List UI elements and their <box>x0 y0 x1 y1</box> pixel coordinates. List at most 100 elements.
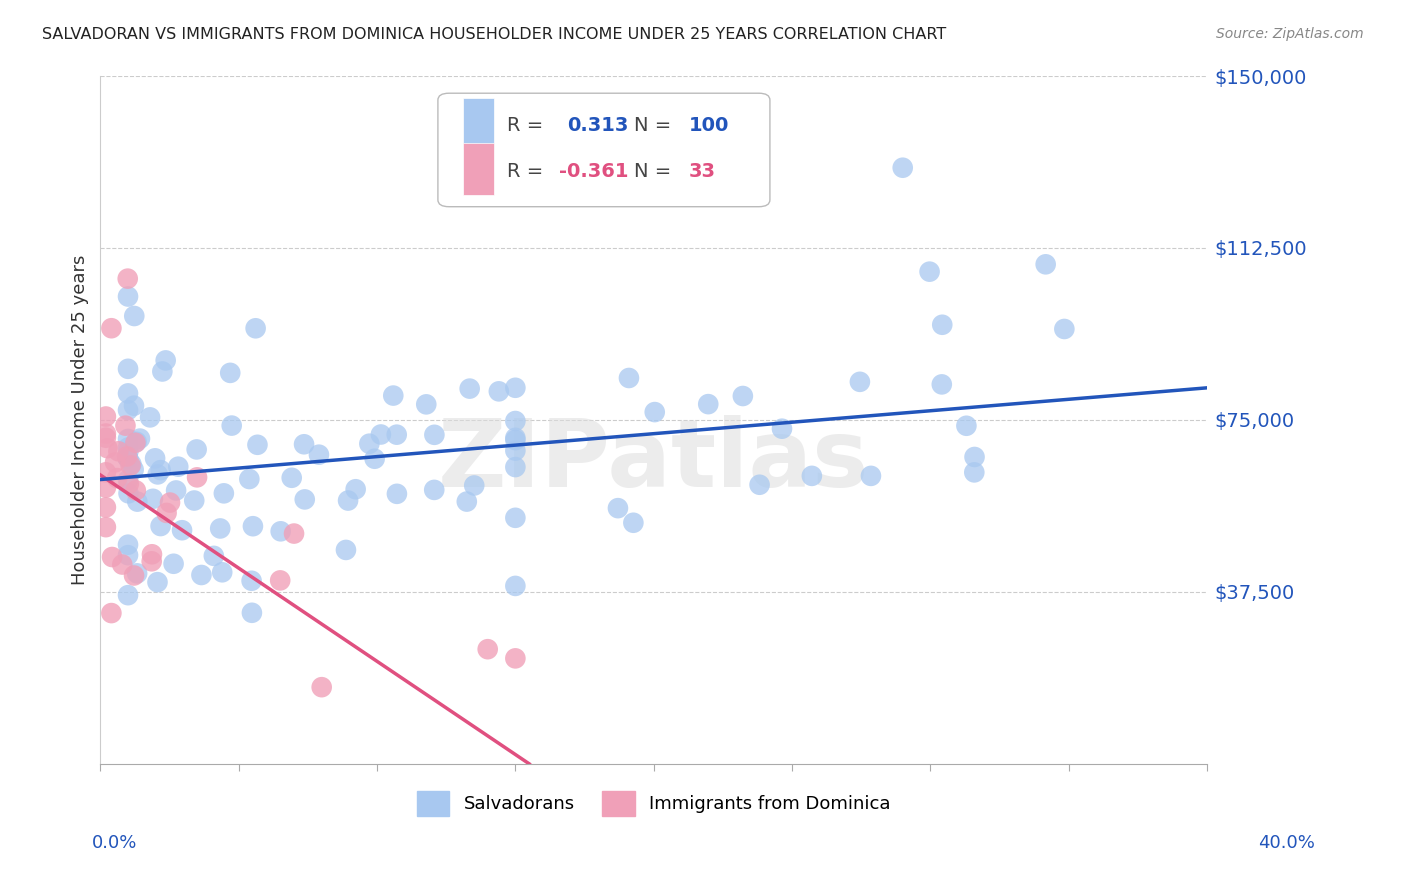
Point <box>129 432 152 446</box>
Point <box>150 364 173 378</box>
Point <box>209 521 232 535</box>
Point <box>117 361 139 376</box>
Point <box>117 403 139 417</box>
Point <box>221 418 243 433</box>
Point <box>382 388 405 402</box>
Text: 100: 100 <box>689 116 730 135</box>
Point <box>117 473 139 487</box>
Point <box>107 444 129 458</box>
Point <box>617 371 640 385</box>
Point <box>96 441 118 455</box>
Point <box>141 547 163 561</box>
Point <box>155 506 177 520</box>
Point <box>423 427 446 442</box>
Point <box>159 495 181 509</box>
Point <box>117 271 139 285</box>
Point <box>488 384 510 399</box>
Text: 0.0%: 0.0% <box>91 834 136 852</box>
Point <box>505 460 527 475</box>
Point <box>117 386 139 401</box>
Point <box>1053 322 1076 336</box>
Text: R =: R = <box>506 116 543 135</box>
Point <box>127 494 149 508</box>
Point <box>344 482 367 496</box>
Point <box>859 469 882 483</box>
Point <box>94 520 117 534</box>
Point <box>186 442 208 457</box>
Point <box>963 450 986 464</box>
Point <box>117 486 139 500</box>
Point <box>190 568 212 582</box>
Point <box>183 493 205 508</box>
Text: N =: N = <box>634 116 671 135</box>
Point <box>238 472 260 486</box>
Point <box>100 321 122 335</box>
Point <box>94 409 117 424</box>
Y-axis label: Householder Income Under 25 years: Householder Income Under 25 years <box>72 255 89 585</box>
Point <box>146 467 169 482</box>
Point <box>505 431 527 445</box>
Point <box>117 588 139 602</box>
Point <box>104 455 127 469</box>
Point <box>141 554 163 568</box>
Point <box>731 389 754 403</box>
Point <box>115 450 138 464</box>
Text: ZIPatlas: ZIPatlas <box>439 415 869 508</box>
FancyBboxPatch shape <box>464 97 495 149</box>
Text: 0.313: 0.313 <box>568 116 628 135</box>
Point <box>423 483 446 497</box>
Point <box>120 457 142 471</box>
Point <box>621 516 644 530</box>
Point <box>149 519 172 533</box>
Point <box>105 471 128 485</box>
Point <box>335 543 357 558</box>
FancyBboxPatch shape <box>464 144 495 195</box>
Point <box>644 405 666 419</box>
Point <box>122 568 145 582</box>
Text: N =: N = <box>634 161 671 180</box>
Point <box>186 470 208 484</box>
Text: 33: 33 <box>689 161 716 180</box>
Point <box>505 381 527 395</box>
Point <box>170 523 193 537</box>
Point <box>114 418 136 433</box>
Point <box>311 680 333 694</box>
Point <box>607 501 630 516</box>
Point <box>118 476 141 491</box>
Point <box>891 161 914 175</box>
Point <box>219 366 242 380</box>
Point <box>359 436 381 450</box>
Point <box>242 519 264 533</box>
Point <box>477 642 499 657</box>
Point <box>101 549 124 564</box>
Point <box>963 466 986 480</box>
Point <box>124 435 146 450</box>
Text: 40.0%: 40.0% <box>1258 834 1315 852</box>
Point <box>127 566 149 581</box>
Point <box>292 437 315 451</box>
Text: Source: ZipAtlas.com: Source: ZipAtlas.com <box>1216 27 1364 41</box>
Point <box>117 548 139 562</box>
Point <box>100 606 122 620</box>
Point <box>143 451 166 466</box>
Point <box>269 574 291 588</box>
Point <box>117 289 139 303</box>
Point <box>246 438 269 452</box>
Point <box>165 483 187 498</box>
Point <box>94 500 117 515</box>
Point <box>385 427 408 442</box>
Point <box>456 494 478 508</box>
Point <box>245 321 267 335</box>
Point <box>280 471 302 485</box>
Point <box>240 574 263 588</box>
Point <box>117 451 139 466</box>
Point <box>117 441 139 455</box>
Legend: Salvadorans, Immigrants from Dominica: Salvadorans, Immigrants from Dominica <box>409 783 898 823</box>
Point <box>370 427 392 442</box>
Point <box>697 397 720 411</box>
Point <box>505 579 527 593</box>
Point <box>270 524 292 539</box>
Point <box>146 575 169 590</box>
Point <box>155 353 177 368</box>
Point <box>125 434 148 449</box>
